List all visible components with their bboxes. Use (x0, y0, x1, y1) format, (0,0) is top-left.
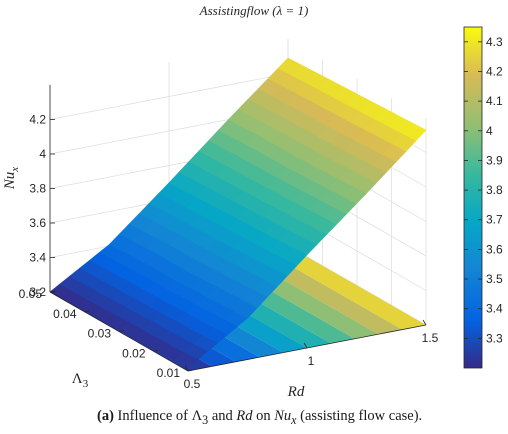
y-tick-mark (84, 310, 90, 313)
colorbar-tick-label: 3.5 (486, 272, 503, 286)
caption-text-3: on (252, 408, 275, 424)
x-tick-label: 1.5 (422, 331, 439, 345)
colorbar-tick-label: 3.4 (486, 302, 503, 316)
x-axis-label: Rd (287, 384, 305, 400)
colorbar-ticks: 3.3 3.4 3.5 3.6 3.7 3.8 3.9 4 4.1 4.2 4.3 (464, 35, 503, 345)
z-tick-label: 3.2 (29, 285, 46, 299)
y-tick-label: 0.04 (53, 307, 77, 321)
caption-nu-sub: x (291, 412, 297, 427)
y-axis-label: Λ3 (72, 371, 89, 390)
x-tick-mark (422, 319, 427, 326)
chart-title: Assistingflow (λ = 1) (199, 3, 309, 18)
y-tick-mark (153, 349, 159, 352)
colorbar-tick-label: 3.6 (486, 242, 503, 256)
colorbar-tick-label: 3.3 (486, 331, 503, 345)
caption-text-2: and (208, 408, 237, 424)
z-tick-label: 4 (39, 147, 46, 161)
figure-caption: (a) Influence of Λ3 and Rd on Nux (assis… (97, 408, 508, 428)
colorbar-tick-label: 3.9 (486, 153, 503, 167)
caption-tag: (a) (97, 408, 114, 424)
y-tick-mark (49, 290, 56, 293)
z-tick-label: 3.4 (29, 251, 46, 265)
caption-nu: Nu (274, 408, 292, 424)
caption-lambda-sub: 3 (202, 412, 209, 427)
colorbar (463, 26, 483, 369)
surface-plot (49, 57, 427, 368)
floor-band (264, 246, 426, 330)
z-axis-label-sub: x (9, 167, 21, 173)
colorbar-tick-label: 4.1 (486, 94, 503, 108)
colorbar-tick-label: 4.3 (486, 35, 503, 49)
surface-patch (401, 122, 427, 141)
y-axis-label-sub: 3 (83, 378, 89, 390)
caption-rd: Rd (236, 408, 253, 424)
y-tick-label: 0.01 (157, 366, 181, 380)
colorbar-tick-label: 4.2 (486, 64, 503, 78)
z-tick-label: 3.6 (29, 216, 46, 230)
caption-text-4: (assisting flow case). (296, 408, 423, 424)
z-axis-label-main: Nu (2, 172, 18, 191)
x-tick-label: 0.5 (184, 377, 201, 391)
y-tick-mark (187, 369, 194, 372)
colorbar-tick-label: 3.7 (486, 213, 503, 227)
colorbar-tick-label: 3.8 (486, 183, 503, 197)
x-tick-mark (303, 342, 308, 349)
y-tick-label: 0.03 (88, 327, 112, 341)
y-tick-label: 0.02 (122, 346, 146, 360)
x-tick-label: 1 (308, 354, 315, 368)
colorbar-tick-label: 4 (486, 124, 493, 138)
y-axis-label-main: Λ (72, 371, 83, 387)
y-tick-mark (118, 330, 125, 332)
x-tick-mark (184, 365, 189, 372)
caption-lambda: Λ (191, 408, 203, 424)
y-tick-label: 0.05 (19, 287, 43, 301)
caption-text-1: Influence of (113, 408, 192, 424)
z-tick-label: 4.2 (29, 113, 46, 127)
z-axis-label: Nux (2, 167, 21, 191)
tick-labels: 3.2 3.4 3.6 3.8 4 4.2 0.5 1 1.5 0.01 0.02 0.03 0.04 0… (19, 113, 439, 392)
z-tick-label: 3.8 (29, 182, 46, 196)
